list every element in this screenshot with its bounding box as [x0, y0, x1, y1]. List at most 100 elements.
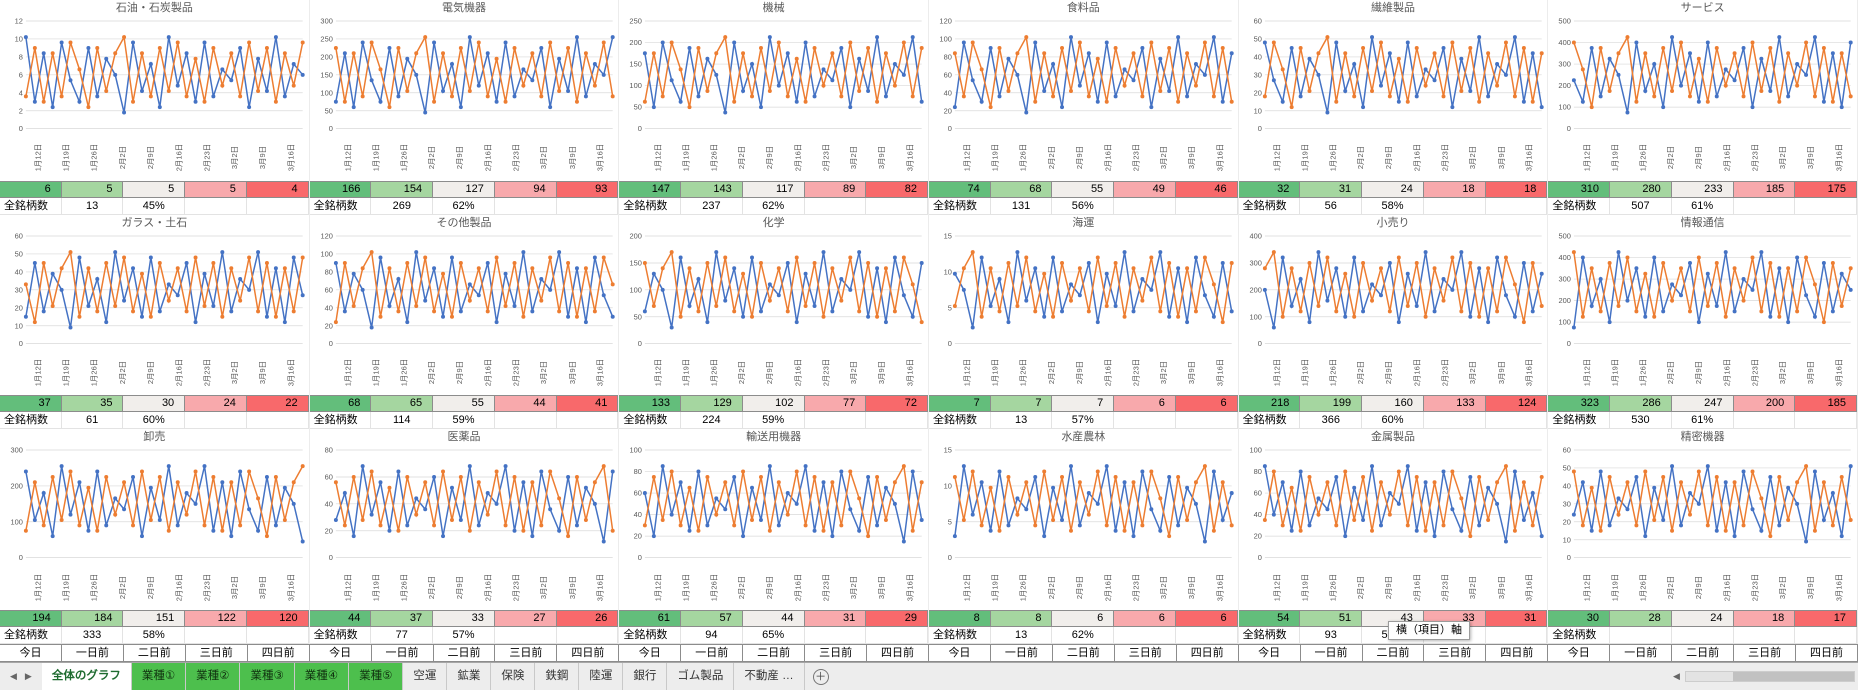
total-label[interactable]: 全銘柄数 [310, 627, 372, 643]
total-label[interactable]: 全銘柄数 [1239, 412, 1301, 429]
count-cell[interactable]: 18 [1485, 181, 1548, 197]
empty-cell[interactable] [495, 197, 557, 214]
total-percent[interactable]: 45% [123, 197, 186, 214]
total-label[interactable]: 全銘柄数 [1239, 197, 1301, 214]
total-label[interactable]: 全銘柄数 [310, 412, 372, 429]
total-label[interactable]: 全銘柄数 [929, 412, 991, 429]
total-percent[interactable]: 62% [433, 197, 495, 214]
count-cell[interactable]: 22 [246, 396, 309, 412]
total-percent[interactable]: 57% [1052, 412, 1115, 429]
empty-cell[interactable] [805, 412, 867, 429]
empty-cell[interactable] [1114, 412, 1176, 429]
empty-cell[interactable] [1734, 412, 1796, 429]
count-cell[interactable]: 5 [61, 181, 124, 197]
count-cell[interactable]: 323 [1548, 396, 1611, 412]
line-chart[interactable]: 0 100 200 300 400 [1239, 231, 1548, 350]
total-label[interactable]: 全銘柄数 [1239, 627, 1301, 643]
total-percent[interactable]: 61% [1672, 412, 1734, 429]
empty-cell[interactable] [1114, 627, 1176, 643]
sheet-tab[interactable]: ゴム製品 [667, 663, 735, 690]
line-chart[interactable]: 0 20 40 60 80 100 [1239, 445, 1548, 564]
count-cell[interactable]: 160 [1362, 396, 1424, 412]
day-header-cell[interactable]: 一日前 [991, 645, 1053, 661]
sheet-tab[interactable]: 不動産 … [734, 663, 805, 690]
line-chart[interactable]: 0 50 100 150 200 [619, 231, 928, 350]
total-label[interactable]: 全銘柄数 [0, 197, 62, 214]
count-cell[interactable]: 17 [1795, 611, 1857, 626]
sheet-tab[interactable]: 保険 [491, 663, 536, 690]
empty-cell[interactable] [1424, 197, 1486, 214]
day-header-cell[interactable]: 三日前 [805, 645, 868, 661]
empty-cell[interactable] [247, 197, 309, 214]
day-header-cell[interactable]: 三日前 [1424, 645, 1487, 661]
total-count[interactable]: 237 [681, 197, 743, 214]
empty-cell[interactable] [185, 197, 247, 214]
count-cell[interactable]: 18 [1733, 611, 1796, 626]
day-header-cell[interactable]: 三日前 [495, 645, 558, 661]
count-cell[interactable]: 286 [1610, 396, 1672, 412]
count-cell[interactable]: 124 [1485, 396, 1548, 412]
count-cell[interactable]: 31 [1300, 181, 1363, 197]
count-cell[interactable]: 37 [371, 611, 434, 626]
day-header-cell[interactable]: 二日前 [124, 645, 186, 661]
empty-cell[interactable] [866, 627, 928, 643]
count-cell[interactable]: 68 [990, 181, 1053, 197]
count-cell[interactable]: 82 [866, 181, 928, 197]
count-cell[interactable]: 89 [804, 181, 867, 197]
line-chart[interactable]: 0 10 20 30 40 50 60 [0, 231, 309, 350]
count-cell[interactable]: 57 [681, 611, 743, 626]
count-cell[interactable]: 6 [1114, 396, 1176, 412]
line-chart[interactable]: 0 50 100 150 200 250 300 [310, 16, 619, 135]
empty-cell[interactable] [1795, 197, 1857, 214]
total-percent[interactable]: 60% [1362, 412, 1424, 429]
total-count[interactable] [1610, 627, 1672, 643]
count-cell[interactable]: 55 [1052, 181, 1115, 197]
count-cell[interactable]: 27 [494, 611, 557, 626]
count-cell[interactable]: 143 [681, 181, 743, 197]
count-cell[interactable]: 6 [0, 181, 62, 197]
empty-cell[interactable] [557, 197, 619, 214]
count-cell[interactable]: 44 [494, 396, 557, 412]
line-chart[interactable]: 0 100 200 300 [0, 445, 309, 564]
count-cell[interactable]: 49 [1114, 181, 1176, 197]
count-cell[interactable]: 6 [1114, 611, 1176, 626]
count-cell[interactable]: 6 [1052, 611, 1115, 626]
line-chart[interactable]: 0 20 40 60 80 100 [619, 445, 928, 564]
count-cell[interactable]: 7 [928, 396, 991, 412]
day-header-cell[interactable]: 三日前 [1115, 645, 1177, 661]
line-chart[interactable]: 0 20 40 60 80 100 120 [929, 16, 1238, 135]
count-cell[interactable]: 94 [494, 181, 557, 197]
sheet-tab[interactable]: 陸運 [579, 663, 624, 690]
count-cell[interactable]: 93 [556, 181, 619, 197]
day-header-cell[interactable]: 今日 [1239, 645, 1301, 661]
line-chart[interactable]: 0 100 200 300 400 500 [1548, 16, 1857, 135]
empty-cell[interactable] [1176, 197, 1238, 214]
count-cell[interactable]: 117 [742, 181, 805, 197]
day-header-cell[interactable]: 一日前 [1301, 645, 1363, 661]
sheet-nav-left-icon[interactable]: ◀ [10, 671, 17, 681]
empty-cell[interactable] [1424, 627, 1486, 643]
count-cell[interactable]: 31 [804, 611, 867, 626]
count-cell[interactable]: 68 [309, 396, 372, 412]
total-label[interactable]: 全銘柄数 [1548, 627, 1611, 643]
count-cell[interactable]: 51 [1300, 611, 1363, 626]
count-cell[interactable]: 247 [1671, 396, 1734, 412]
total-label[interactable]: 全銘柄数 [310, 197, 372, 214]
count-cell[interactable]: 7 [1052, 396, 1115, 412]
count-cell[interactable]: 46 [1175, 181, 1238, 197]
sheet-tab[interactable]: 業種③ [240, 663, 295, 690]
sheet-tab[interactable]: 業種② [186, 663, 241, 690]
empty-cell[interactable] [557, 627, 619, 643]
count-cell[interactable]: 185 [1733, 181, 1796, 197]
total-count[interactable]: 507 [1610, 197, 1672, 214]
empty-cell[interactable] [805, 627, 867, 643]
count-cell[interactable]: 185 [1795, 396, 1857, 412]
count-cell[interactable]: 37 [0, 396, 62, 412]
total-percent[interactable]: 58% [1362, 197, 1424, 214]
total-count[interactable]: 224 [681, 412, 743, 429]
total-percent[interactable]: 61% [1672, 197, 1734, 214]
count-cell[interactable]: 28 [1610, 611, 1672, 626]
total-count[interactable]: 131 [991, 197, 1053, 214]
total-count[interactable]: 366 [1300, 412, 1363, 429]
count-cell[interactable]: 31 [1485, 611, 1548, 626]
